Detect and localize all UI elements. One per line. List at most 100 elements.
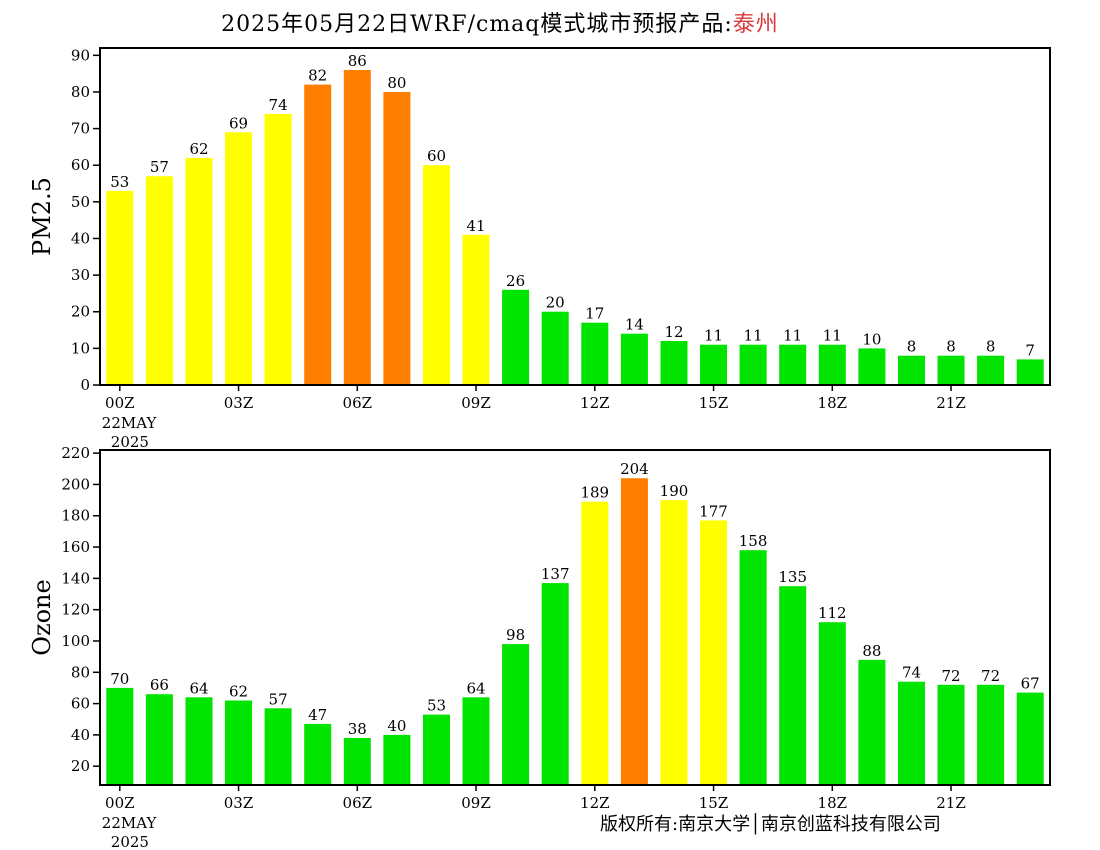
x-tick-label: 00Z	[105, 794, 135, 812]
chart-bar	[660, 341, 688, 385]
y-tick-label: 120	[61, 601, 90, 619]
x-tick-label: 03Z	[224, 394, 254, 412]
bar-value-label: 88	[862, 642, 881, 660]
bar-value-label: 158	[739, 532, 768, 550]
chart-bar	[106, 190, 134, 385]
chart-bar	[423, 165, 450, 385]
chart-bar	[304, 84, 332, 385]
bar-value-label: 53	[427, 697, 446, 715]
bar-value-label: 137	[541, 565, 570, 583]
bar-value-label: 57	[269, 690, 288, 708]
chart-bar	[462, 234, 490, 385]
y-tick-label: 10	[71, 339, 90, 357]
chart-bar	[502, 289, 530, 385]
chart-bar	[383, 734, 411, 785]
bar-value-label: 64	[189, 679, 208, 697]
chart-bar	[937, 684, 965, 785]
y-tick-label: 140	[61, 569, 90, 587]
chart-bar	[739, 344, 767, 385]
x-date-label: 22MAY	[102, 414, 158, 432]
bar-value-label: 74	[902, 664, 921, 682]
y-tick-label: 40	[71, 726, 90, 744]
bar-value-label: 10	[862, 330, 881, 348]
bar-value-label: 190	[660, 482, 689, 500]
bar-value-label: 66	[150, 676, 169, 694]
x-tick-label: 15Z	[699, 394, 729, 412]
bar-value-label: 112	[818, 604, 847, 622]
bar-value-label: 41	[466, 217, 485, 235]
bar-value-label: 135	[778, 568, 807, 586]
chart-bar	[304, 723, 332, 785]
chart-bar	[620, 478, 648, 785]
chart-bar	[423, 714, 450, 785]
bar-value-label: 98	[506, 626, 525, 644]
bar-value-label: 7	[1025, 341, 1035, 359]
chart-bar	[145, 694, 173, 785]
y-tick-label: 200	[61, 475, 90, 493]
x-tick-label: 09Z	[461, 394, 491, 412]
chart-bar	[343, 70, 371, 385]
chart-bar	[898, 681, 925, 785]
ozone-chart: 70 66 64 62 57 47 38 40 53 64 98 137 189 204 190 177 158…	[28, 444, 1051, 850]
bar-value-label: 189	[580, 484, 609, 502]
x-tick-label: 06Z	[343, 394, 373, 412]
x-tick-label: 15Z	[699, 794, 729, 812]
bar-value-label: 11	[744, 327, 763, 345]
y-tick-label: 180	[61, 507, 90, 525]
x-year-label: 2025	[111, 433, 149, 451]
bar-value-label: 12	[664, 323, 683, 341]
y-tick-label: 70	[71, 120, 90, 138]
bar-value-label: 11	[823, 327, 842, 345]
chart-bar	[185, 697, 213, 785]
chart-bar	[541, 583, 569, 785]
y-tick-label: 40	[71, 230, 90, 248]
bar-value-label: 204	[620, 460, 649, 478]
bar-value-label: 40	[387, 717, 406, 735]
bar-value-label: 70	[110, 670, 129, 688]
bar-value-label: 8	[946, 338, 956, 356]
y-tick-label: 20	[71, 757, 90, 775]
bar-value-label: 72	[981, 667, 1000, 685]
bar-value-label: 8	[986, 338, 996, 356]
bar-value-label: 80	[387, 74, 406, 92]
x-tick-label: 21Z	[936, 794, 966, 812]
chart-bar	[818, 344, 846, 385]
x-tick-label: 21Z	[936, 394, 966, 412]
bar-value-label: 11	[704, 327, 723, 345]
chart-bar	[858, 348, 886, 385]
bar-value-label: 60	[427, 147, 446, 165]
chart-bar	[858, 659, 886, 785]
chart-bar	[106, 687, 134, 785]
x-tick-label: 03Z	[224, 794, 254, 812]
title-prefix: 2025年05月22日WRF/cmaq模式城市预报产品:	[221, 12, 733, 37]
chart-bar	[898, 355, 925, 385]
x-tick-label: 18Z	[818, 794, 848, 812]
y-tick-label: 160	[61, 538, 90, 556]
x-tick-label: 12Z	[580, 394, 610, 412]
bar-value-label: 38	[348, 720, 367, 738]
plot-frame	[99, 47, 1051, 386]
bar-value-label: 62	[229, 683, 248, 701]
bar-value-label: 69	[229, 114, 248, 132]
bar-value-label: 17	[585, 305, 604, 323]
y-tick-label: 0	[80, 376, 90, 394]
chart-bar	[1016, 359, 1044, 385]
bar-value-label: 177	[699, 502, 728, 520]
chart-bar	[977, 684, 1005, 785]
chart-bar	[145, 176, 173, 385]
chart-bar	[1016, 692, 1044, 785]
y-tick-label: 20	[71, 303, 90, 321]
page-title: 2025年05月22日WRF/cmaq模式城市预报产品:泰州	[0, 6, 1000, 38]
chart-bar	[818, 622, 846, 785]
bar-value-label: 82	[308, 67, 327, 85]
chart-bar	[977, 355, 1005, 385]
bar-value-label: 86	[348, 52, 367, 70]
chart-bar	[779, 586, 807, 785]
x-tick-label: 09Z	[461, 794, 491, 812]
bar-value-label: 74	[269, 96, 288, 114]
title-city: 泰州	[732, 12, 779, 37]
chart-bar	[700, 344, 727, 385]
bar-value-label: 26	[506, 272, 525, 290]
bar-value-label: 8	[907, 338, 917, 356]
